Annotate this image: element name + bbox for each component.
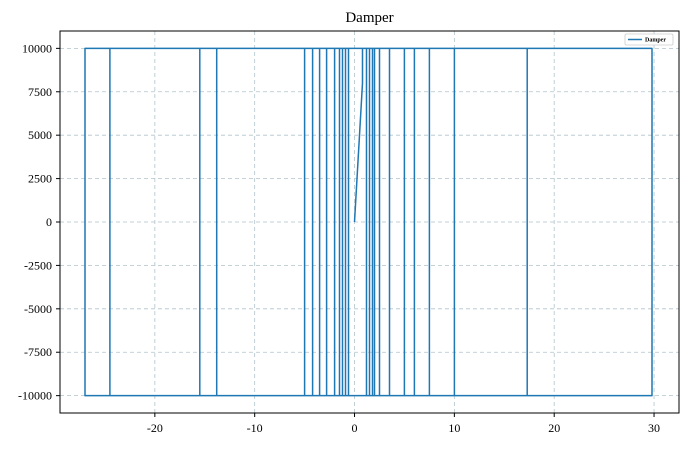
x-tick-label: 0 (352, 421, 358, 435)
legend: Damper (624, 33, 674, 46)
x-tick-label: 20 (548, 421, 560, 435)
legend-box (624, 33, 674, 46)
y-tick-label: 2500 (28, 172, 52, 186)
x-tick-label: -10 (247, 421, 263, 435)
x-tick-label: -20 (147, 421, 163, 435)
x-axis: -20 -10 0 10 20 30 (147, 413, 660, 435)
y-tick-label: 7500 (28, 85, 52, 99)
series-line-damper (84, 47, 653, 397)
x-tick-label: 10 (448, 421, 460, 435)
x-tick-label: 30 (648, 421, 660, 435)
y-tick-label: -2500 (24, 258, 52, 272)
chart-title: Damper (345, 10, 393, 26)
y-tick-label: -7500 (24, 345, 52, 359)
y-tick-label: 5000 (28, 128, 52, 142)
y-tick-label: -10000 (18, 389, 52, 403)
legend-label: Damper (645, 38, 666, 44)
y-tick-label: 10000 (22, 41, 52, 55)
plot-area (84, 47, 653, 397)
y-axis: -10000 -7500 -5000 -2500 0 2500 5000 7500 10000 (18, 41, 60, 403)
y-tick-label: -5000 (24, 302, 52, 316)
y-tick-label: 0 (46, 215, 52, 229)
